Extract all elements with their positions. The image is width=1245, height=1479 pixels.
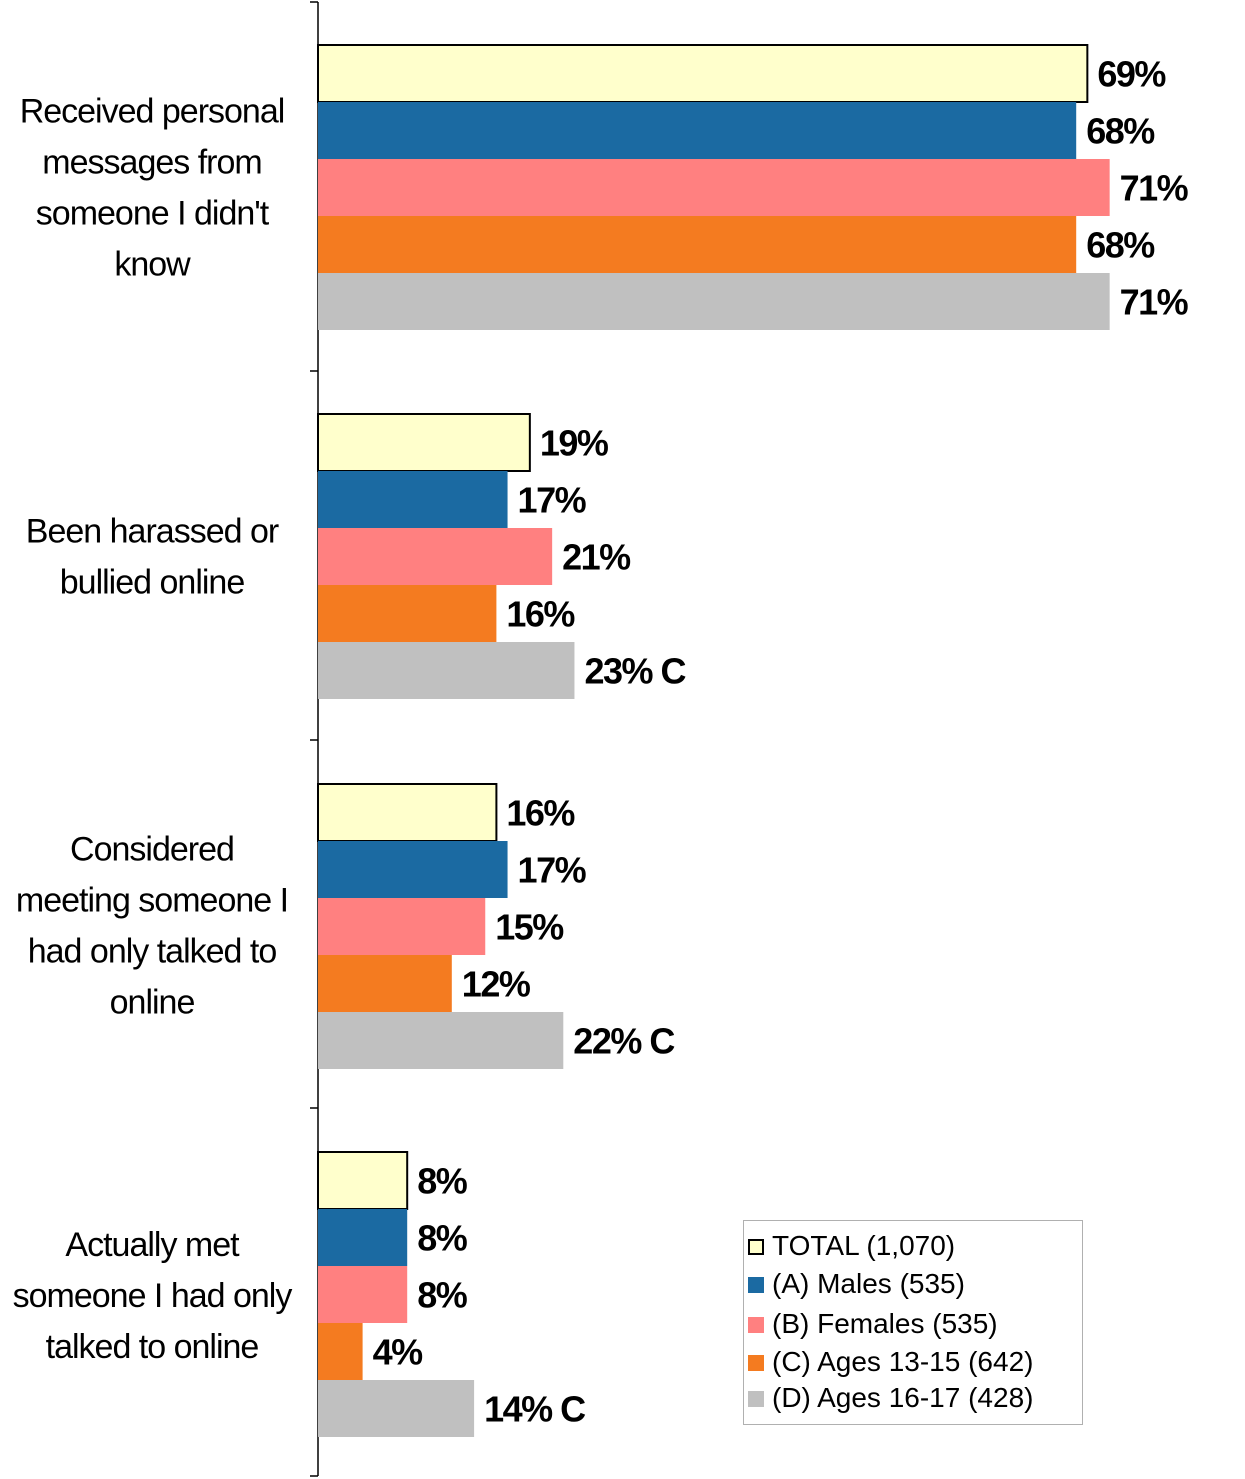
category-label-line: someone I had only xyxy=(13,1277,293,1315)
legend-item-ages-13-15: (C) Ages 13-15 (642) xyxy=(748,1346,1034,1377)
bar xyxy=(318,471,508,528)
data-label: 4% xyxy=(373,1332,424,1373)
legend-item-males: (A) Males (535) xyxy=(748,1268,965,1299)
data-label: 14% C xyxy=(484,1389,586,1430)
legend-label-males: (A) Males (535) xyxy=(772,1268,965,1299)
data-label: 15% xyxy=(495,907,564,948)
category-label-line: Received personal xyxy=(20,93,285,131)
category-label-line: bullied online xyxy=(60,564,245,602)
axis xyxy=(310,1,319,1477)
data-label: 23% C xyxy=(584,651,686,692)
category-label-line: know xyxy=(114,246,191,284)
bar xyxy=(318,1323,363,1380)
category-label-line: Been harassed or xyxy=(26,513,279,551)
data-label: 71% xyxy=(1120,168,1189,209)
legend-item-females: (B) Females (535) xyxy=(748,1308,998,1339)
category-label-line: Actually met xyxy=(65,1226,240,1264)
data-label: 22% C xyxy=(573,1021,675,1062)
bars xyxy=(317,44,1110,1437)
category-label-line: Considered xyxy=(70,831,234,869)
bar xyxy=(318,273,1110,330)
data-label: 17% xyxy=(518,480,587,521)
legend-label-ages-13-15: (C) Ages 13-15 (642) xyxy=(772,1346,1034,1377)
bar xyxy=(318,642,575,699)
data-label: 16% xyxy=(506,594,575,635)
legend-label-total: TOTAL (1,070) xyxy=(772,1230,956,1261)
category-label: Received personal messages from someone I … xyxy=(20,93,285,284)
data-label: 19% xyxy=(540,423,609,464)
bar xyxy=(318,1012,564,1069)
data-label: 17% xyxy=(518,850,587,891)
bar xyxy=(317,44,1089,103)
bar xyxy=(317,1151,409,1210)
legend-label-females: (B) Females (535) xyxy=(772,1308,998,1339)
legend-swatch-ages-16-17 xyxy=(748,1391,764,1407)
bar xyxy=(318,102,1077,159)
data-label: 8% xyxy=(417,1161,468,1202)
legend-swatch-ages-13-15 xyxy=(748,1355,764,1371)
data-label: 21% xyxy=(562,537,631,578)
category-label-line: meeting someone I xyxy=(16,882,288,920)
data-label: 68% xyxy=(1086,225,1155,266)
bar xyxy=(318,841,508,898)
data-label: 8% xyxy=(417,1218,468,1259)
legend-label-ages-16-17: (D) Ages 16-17 (428) xyxy=(772,1382,1034,1413)
legend-item-total: TOTAL (1,070) xyxy=(748,1230,956,1261)
data-label: 8% xyxy=(417,1275,468,1316)
category-labels: Received personal messages from someone I … xyxy=(13,93,294,1367)
bar xyxy=(318,1209,408,1266)
bar xyxy=(318,159,1110,216)
data-label: 71% xyxy=(1120,282,1189,323)
data-label: 69% xyxy=(1097,54,1166,95)
category-label: Actually met someone I had only talked to … xyxy=(13,1226,293,1366)
category-label: Considered meeting someone I had only talk… xyxy=(16,831,288,1022)
category-label-line: talked to online xyxy=(46,1328,259,1366)
legend-swatch-males xyxy=(748,1277,764,1293)
bar xyxy=(317,783,498,842)
bar xyxy=(317,413,531,472)
legend-swatch-total xyxy=(748,1239,764,1255)
bar xyxy=(318,216,1077,273)
data-label: 12% xyxy=(462,964,531,1005)
category-label: Been harassed or bullied online xyxy=(26,513,279,602)
category-label-line: messages from xyxy=(42,144,261,182)
value-labels: 69%68%71%68%71%19%17%21%16%23% C16%17%15… xyxy=(373,54,1191,1430)
data-label: 68% xyxy=(1086,111,1155,152)
bar xyxy=(318,528,553,585)
bar xyxy=(318,1380,475,1437)
data-label: 16% xyxy=(506,793,575,834)
category-label-line: online xyxy=(110,984,195,1022)
legend-item-ages-16-17: (D) Ages 16-17 (428) xyxy=(748,1382,1034,1413)
legend: TOTAL (1,070) (A) Males (535) (B) Female… xyxy=(743,1220,1083,1425)
bar xyxy=(318,898,486,955)
bar xyxy=(318,1266,408,1323)
bar xyxy=(318,585,497,642)
legend-swatch-females xyxy=(748,1317,764,1333)
bar xyxy=(318,955,452,1012)
category-label-line: someone I didn't xyxy=(36,195,270,233)
category-label-line: had only talked to xyxy=(28,933,277,971)
